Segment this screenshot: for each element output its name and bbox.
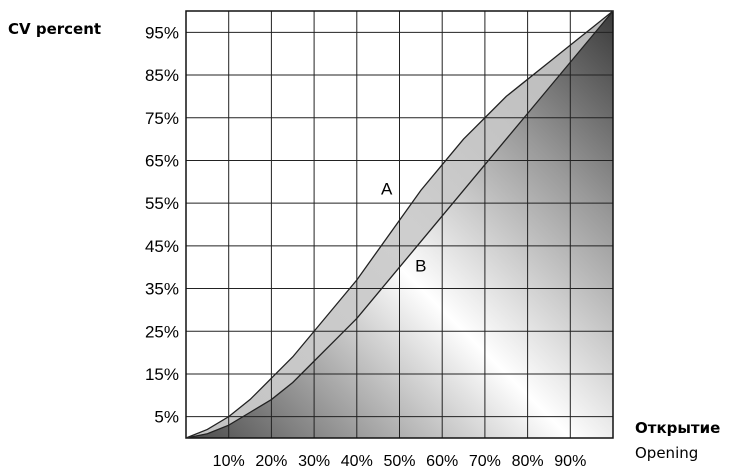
x-tick-label-3: 30% (298, 453, 330, 470)
y-tick-label-4: 35% (145, 280, 179, 299)
plot-frame (185, 10, 614, 439)
x-tick-label-2: 20% (255, 453, 287, 470)
x-tick-label-1: 10% (213, 453, 245, 470)
series-line-a (185, 10, 614, 439)
y-tick-label-1: 5% (154, 408, 179, 427)
y-tick-label-10: 95% (145, 23, 179, 42)
y-tick-label-7: 65% (145, 151, 179, 170)
x-tick-label-4: 40% (341, 453, 373, 470)
x-axis-title: Открытие (635, 419, 721, 437)
x-axis-subtitle: Opening (635, 444, 699, 462)
x-tick-label-5: 50% (383, 453, 415, 470)
y-tick-label-9: 85% (145, 66, 179, 85)
x-tick-label-6: 60% (426, 453, 458, 470)
x-tick-label-7: 70% (469, 453, 501, 470)
y-tick-label-6: 55% (145, 194, 179, 213)
x-tick-label-8: 80% (512, 453, 544, 470)
curve-label-a: A (381, 180, 393, 199)
curve-label-b: B (415, 256, 426, 275)
y-tick-label-3: 25% (145, 322, 179, 341)
x-tick-label-9: 90% (554, 453, 586, 470)
y-tick-label-5: 45% (145, 237, 179, 256)
y-tick-label-8: 75% (145, 109, 179, 128)
plot-area: 5% 15% 25% 35% 45% 55% 65% 75% 85% 95% 10% 20% 30% 40… (145, 10, 614, 470)
y-tick-label-2: 15% (145, 365, 179, 384)
series-line-b (185, 10, 614, 439)
y-axis-title: CV percent (8, 20, 102, 38)
